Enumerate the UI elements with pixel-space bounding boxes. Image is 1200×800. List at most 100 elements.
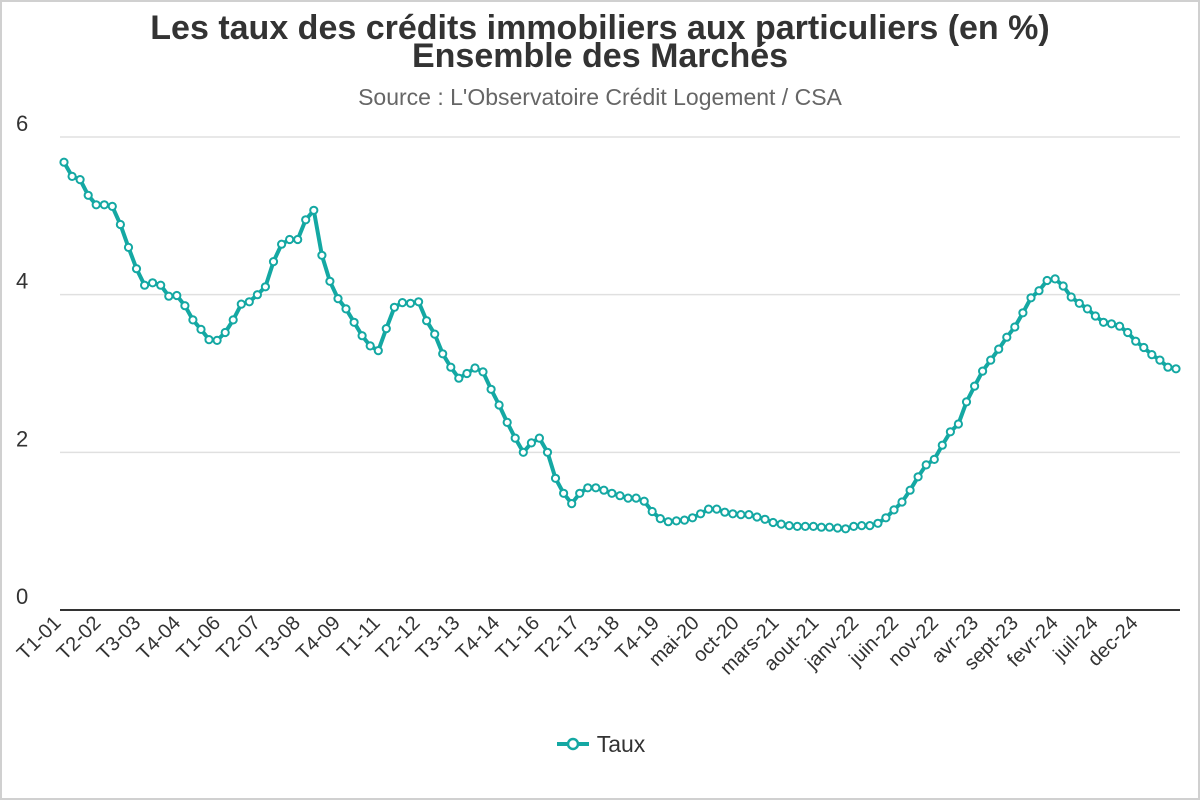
data-point [1018, 308, 1028, 318]
data-point [865, 521, 875, 531]
data-point [687, 513, 698, 523]
data-point [188, 315, 198, 325]
data-point [285, 234, 295, 245]
series-line-taux [62, 160, 1178, 531]
data-point [341, 304, 351, 314]
data-point [945, 427, 956, 437]
data-point [268, 257, 279, 267]
y-tick-label: 4 [16, 269, 28, 294]
data-point [180, 301, 190, 311]
data-point [1026, 293, 1036, 303]
data-point [913, 472, 923, 482]
data-point [655, 514, 665, 524]
data-point [228, 315, 238, 325]
data-point [1002, 332, 1012, 342]
data-point [784, 521, 794, 531]
data-point [970, 381, 980, 391]
data-point [800, 521, 810, 532]
data-point [164, 291, 174, 301]
data-point [696, 509, 706, 519]
data-point [1115, 321, 1125, 331]
x-tick-label: T4-04 [133, 612, 186, 665]
data-point [212, 335, 222, 345]
data-point [921, 460, 931, 470]
data-point [1139, 342, 1149, 353]
data-point [156, 280, 166, 290]
data-point [744, 509, 754, 520]
y-axis-ticks: 0 2 4 6 [16, 111, 28, 609]
data-point [1074, 298, 1084, 308]
data-point [736, 509, 746, 520]
data-point [953, 419, 964, 429]
legend[interactable]: Taux [2, 730, 1198, 758]
data-point [462, 368, 472, 379]
data-point [1098, 317, 1109, 327]
data-point [631, 493, 641, 503]
data-point [776, 519, 786, 529]
data-point [816, 522, 827, 532]
data-point [83, 190, 93, 200]
data-point [526, 438, 537, 448]
x-tick-label: T3-13 [412, 612, 465, 665]
data-point [663, 517, 673, 527]
data-point [849, 521, 859, 532]
data-point [873, 518, 883, 528]
data-point [824, 522, 835, 532]
data-point [881, 513, 891, 523]
data-point [841, 524, 851, 534]
data-point [446, 362, 456, 372]
data-point [59, 157, 69, 167]
data-point [897, 497, 907, 507]
data-point [518, 447, 528, 457]
x-tick-label: T2-07 [212, 612, 265, 665]
data-point [760, 514, 770, 524]
data-point [148, 278, 158, 288]
data-point [986, 355, 996, 365]
data-point [1082, 304, 1093, 314]
data-point [123, 242, 134, 252]
data-point [91, 200, 101, 210]
data-point [607, 488, 617, 498]
data-point [1147, 350, 1157, 360]
data-point [236, 299, 246, 309]
grid-lines [60, 136, 1180, 611]
data-point [196, 324, 206, 334]
data-point [1050, 274, 1060, 284]
y-tick-label: 6 [16, 111, 28, 136]
data-point [244, 297, 254, 307]
data-point [994, 344, 1004, 354]
data-point [309, 205, 319, 215]
data-point [639, 496, 649, 506]
data-point [575, 488, 585, 498]
x-tick-label: T1-16 [492, 612, 545, 665]
data-point [301, 215, 311, 225]
x-tick-label: T3-18 [571, 612, 624, 665]
data-point [704, 504, 714, 514]
data-point [397, 298, 407, 308]
data-point [502, 417, 512, 427]
data-point [1090, 311, 1101, 321]
data-point [712, 504, 722, 514]
data-point [333, 294, 343, 304]
chart-title: Les taux des crédits immobiliers aux par… [150, 9, 1050, 47]
data-point [1131, 336, 1141, 346]
data-point [1010, 322, 1020, 332]
data-point [430, 329, 440, 339]
x-tick-label: T3-03 [93, 612, 146, 665]
data-point [671, 516, 682, 526]
data-point [486, 384, 496, 394]
data-point [833, 523, 843, 533]
data-point [623, 493, 633, 503]
data-point [414, 297, 424, 307]
chart-title-line2: Ensemble des Marchés [411, 37, 789, 75]
data-point [220, 327, 230, 338]
data-point [534, 433, 545, 443]
data-point [389, 302, 399, 312]
data-point [542, 447, 553, 457]
data-point [349, 317, 359, 327]
data-point [808, 521, 819, 532]
data-point [494, 400, 504, 410]
data-point [293, 234, 303, 245]
